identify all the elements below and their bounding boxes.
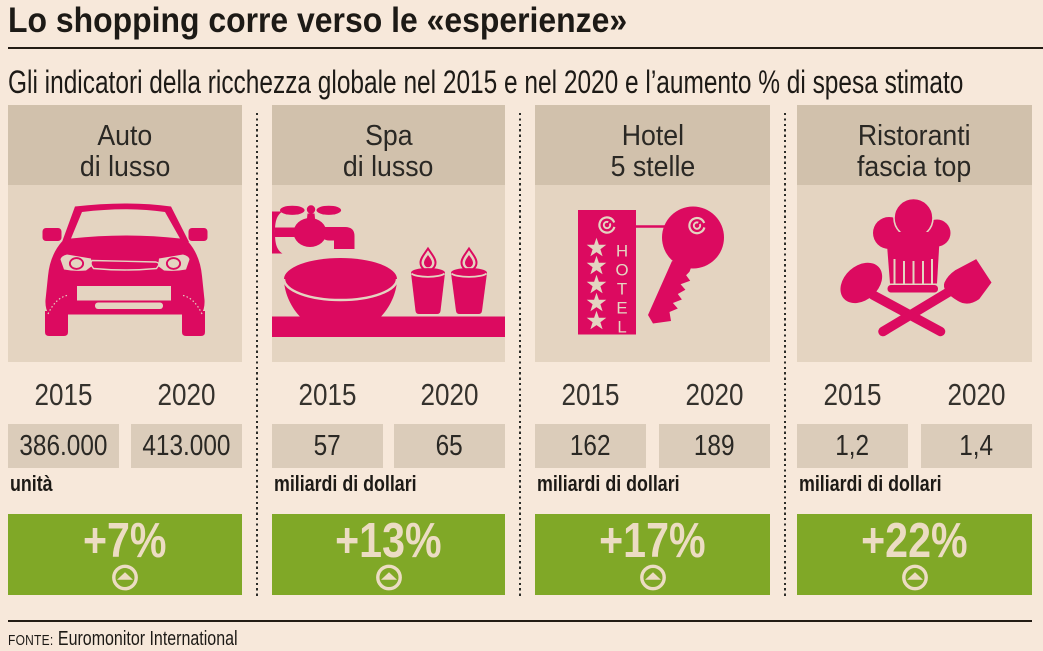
svg-text:O: O — [615, 261, 628, 280]
svg-text:L: L — [617, 318, 626, 337]
svg-text:T: T — [617, 280, 627, 299]
svg-text:E: E — [616, 299, 627, 318]
svg-text:H: H — [616, 242, 628, 261]
